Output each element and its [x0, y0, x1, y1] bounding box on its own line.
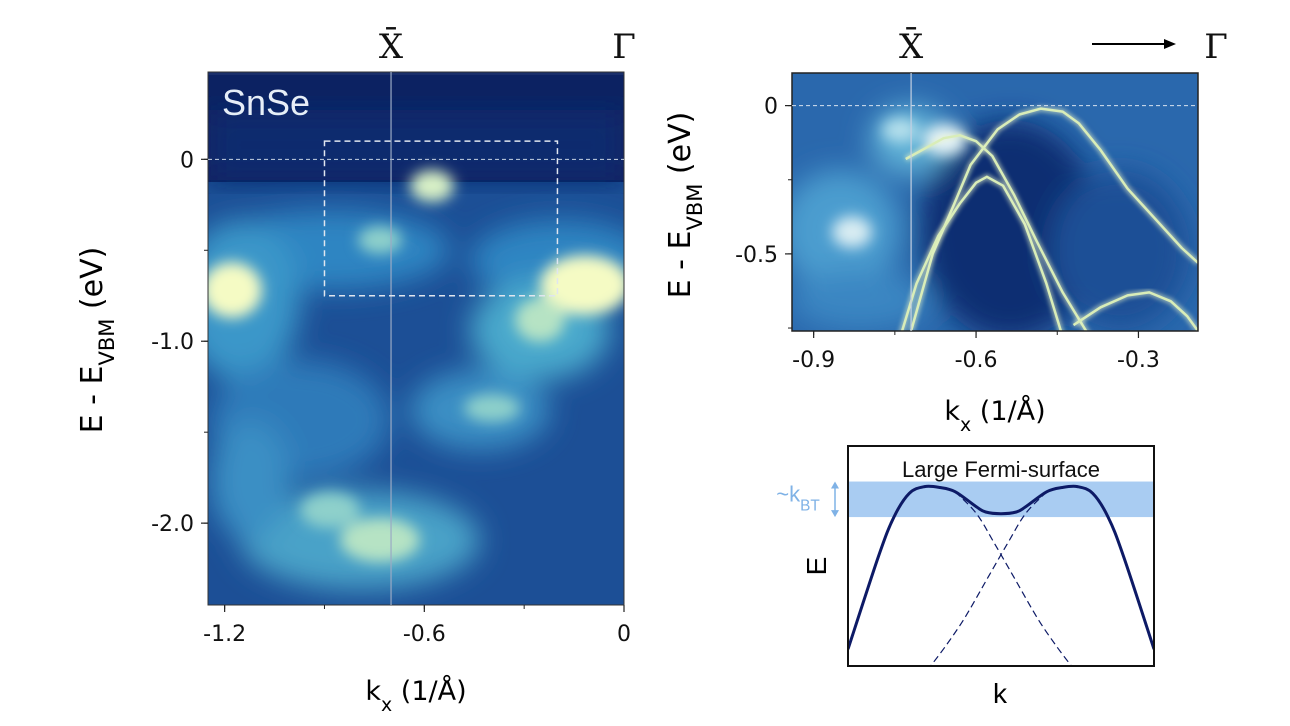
gamma-arrow — [1092, 39, 1176, 49]
schematic-xlabel: k — [993, 678, 1008, 709]
kbt-arrow-head-top — [831, 481, 839, 489]
right-xlabel: kx (1/Å) — [944, 395, 1045, 436]
left-plot-frame — [207, 71, 625, 606]
right-plot-frame — [791, 72, 1199, 332]
schematic-curves — [848, 484, 1154, 666]
schematic-ylabel: E — [801, 557, 832, 576]
schematic: Large Fermi-surface E k ~kBT — [776, 445, 1155, 709]
right-band-curve — [905, 134, 1088, 331]
right-band-curves — [898, 105, 1198, 331]
left-hs-label: X̄ — [379, 26, 404, 67]
right-ylabel: E - EVBM (eV) — [663, 112, 707, 299]
right-xtick-label: -0.9 — [792, 348, 835, 373]
left-xtick-label: -0.6 — [403, 622, 446, 647]
right-band-curve — [909, 107, 1198, 331]
left-ytick-label: 0 — [180, 148, 194, 173]
left-high-symmetry-labels: X̄ Γ — [379, 26, 636, 67]
schematic-title: Large Fermi-surface — [902, 457, 1100, 482]
left-ytick-label: -1.0 — [151, 330, 194, 355]
left-heatmap: -1.2 -0.6 0 0 -1.0 -2.0 SnSe kx (1/Å) E - EVB… — [75, 26, 636, 716]
schematic-energy-window — [848, 481, 1154, 518]
left-ylabel: E - EVBM (eV) — [75, 247, 119, 434]
right-intensity — [792, 105, 1198, 331]
right-high-symmetry-labels: X̄ Γ — [899, 26, 1228, 67]
schematic-frame — [847, 445, 1155, 667]
left-axes: -1.2 -0.6 0 0 -1.0 -2.0 — [151, 148, 631, 647]
left-hs-label: Γ — [612, 27, 636, 67]
right-ytick-label: -0.5 — [735, 243, 778, 268]
right-band-curve — [900, 175, 1063, 331]
right-heatmap: -0.9 -0.6 -0.3 0 -0.5 kx (1/Å) E - EVBM (eV)… — [663, 26, 1228, 436]
right-axes: -0.9 -0.6 -0.3 0 -0.5 — [735, 95, 1160, 373]
left-ytick-label: -2.0 — [151, 512, 194, 537]
schematic-band-curve — [848, 484, 1154, 650]
left-xlabel: kx (1/Å) — [365, 675, 466, 716]
left-inset-box — [323, 140, 559, 297]
left-xtick-label: -1.2 — [203, 622, 246, 647]
kbt-arrow-head-bottom — [831, 510, 839, 518]
kbt-annotation: ~kBT — [776, 481, 839, 518]
right-band-curve — [1072, 291, 1198, 331]
right-ytick-label: 0 — [764, 95, 778, 120]
left-title: SnSe — [222, 82, 310, 123]
right-xtick-label: -0.3 — [1117, 348, 1160, 373]
right-xtick-label: -0.6 — [955, 348, 998, 373]
kbt-label: ~kBT — [776, 481, 820, 514]
left-intensity — [208, 72, 624, 590]
left-xtick-label: 0 — [617, 622, 631, 647]
right-hs-label: X̄ — [899, 26, 924, 67]
right-hs-label: Γ — [1204, 27, 1228, 67]
